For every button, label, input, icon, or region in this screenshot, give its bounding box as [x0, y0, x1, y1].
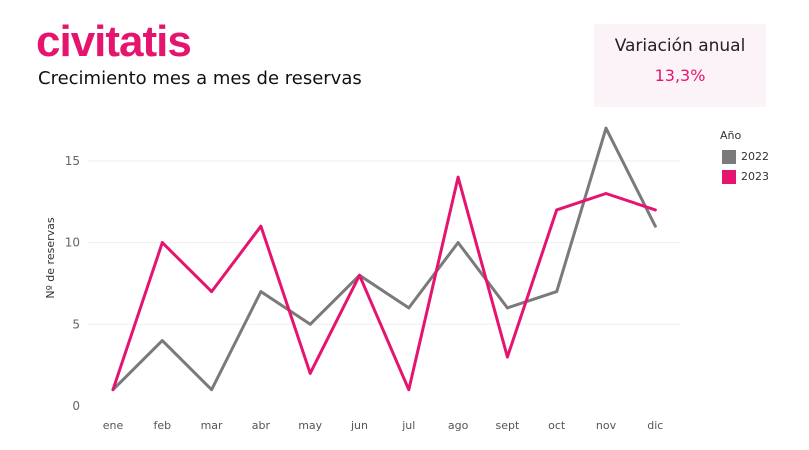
data-point-2022	[259, 290, 263, 293]
x-tick-label: dic	[647, 419, 663, 432]
data-point-2023	[358, 273, 361, 277]
kpi-value: 13,3%	[654, 66, 706, 85]
series-line-2022	[111, 126, 657, 392]
data-point-2023	[308, 371, 312, 375]
legend-swatch-2023	[722, 170, 736, 184]
data-point-2022	[555, 290, 559, 293]
data-point-2023	[111, 388, 115, 392]
series-line-2023	[111, 175, 657, 392]
data-point-2022	[506, 306, 509, 310]
data-point-2022	[308, 322, 312, 326]
x-tick-label: feb	[153, 419, 171, 432]
data-point-2023	[456, 175, 460, 179]
y-tick-label: 10	[65, 236, 80, 250]
legend-label-2023: 2023	[741, 170, 769, 183]
chart-subtitle: Crecimiento mes a mes de reservas	[38, 68, 362, 89]
data-point-2023	[210, 290, 214, 293]
kpi-card: Variación anual 13,3%	[594, 24, 766, 107]
legend-swatch-2022	[722, 150, 736, 164]
y-tick-label: 15	[65, 154, 80, 168]
data-point-2022	[210, 388, 214, 392]
data-point-2023	[604, 192, 608, 195]
data-point-2023	[555, 208, 559, 212]
civitatis-logo: civitatis	[36, 17, 192, 66]
data-point-2022	[456, 241, 460, 244]
series-group	[111, 126, 657, 392]
x-tick-label: may	[298, 419, 322, 432]
data-point-2022	[160, 339, 164, 343]
data-point-2022	[653, 224, 657, 228]
y-axis-label: Nº de reservas	[44, 217, 57, 298]
x-tick-label: ene	[103, 419, 124, 432]
legend-label-2022: 2022	[741, 150, 769, 163]
data-point-2022	[604, 126, 608, 130]
x-tick-label: ago	[448, 419, 469, 432]
x-tick-label: oct	[548, 419, 566, 432]
legend-title: Año	[720, 129, 742, 142]
data-point-2023	[653, 208, 657, 212]
data-point-2023	[407, 388, 411, 392]
x-tick-label: nov	[596, 419, 617, 432]
data-point-2022	[407, 306, 411, 310]
y-tick-label: 0	[72, 399, 80, 413]
kpi-label: Variación anual	[614, 36, 746, 56]
data-point-2023	[506, 355, 509, 359]
y-tick-label: 5	[72, 317, 80, 331]
y-axis-ticks: 0 5 10 15	[65, 154, 80, 413]
x-tick-label: sept	[496, 419, 520, 432]
x-tick-label: jun	[350, 419, 368, 432]
x-tick-label: mar	[201, 419, 223, 432]
x-tick-label: abr	[252, 419, 271, 432]
data-point-2023	[160, 241, 164, 244]
data-point-2023	[259, 224, 263, 228]
gridlines	[88, 160, 680, 325]
x-axis-ticks: ene feb mar abr may jun jul ago sept oct nov dic	[103, 419, 664, 432]
x-tick-label: jul	[401, 419, 415, 432]
